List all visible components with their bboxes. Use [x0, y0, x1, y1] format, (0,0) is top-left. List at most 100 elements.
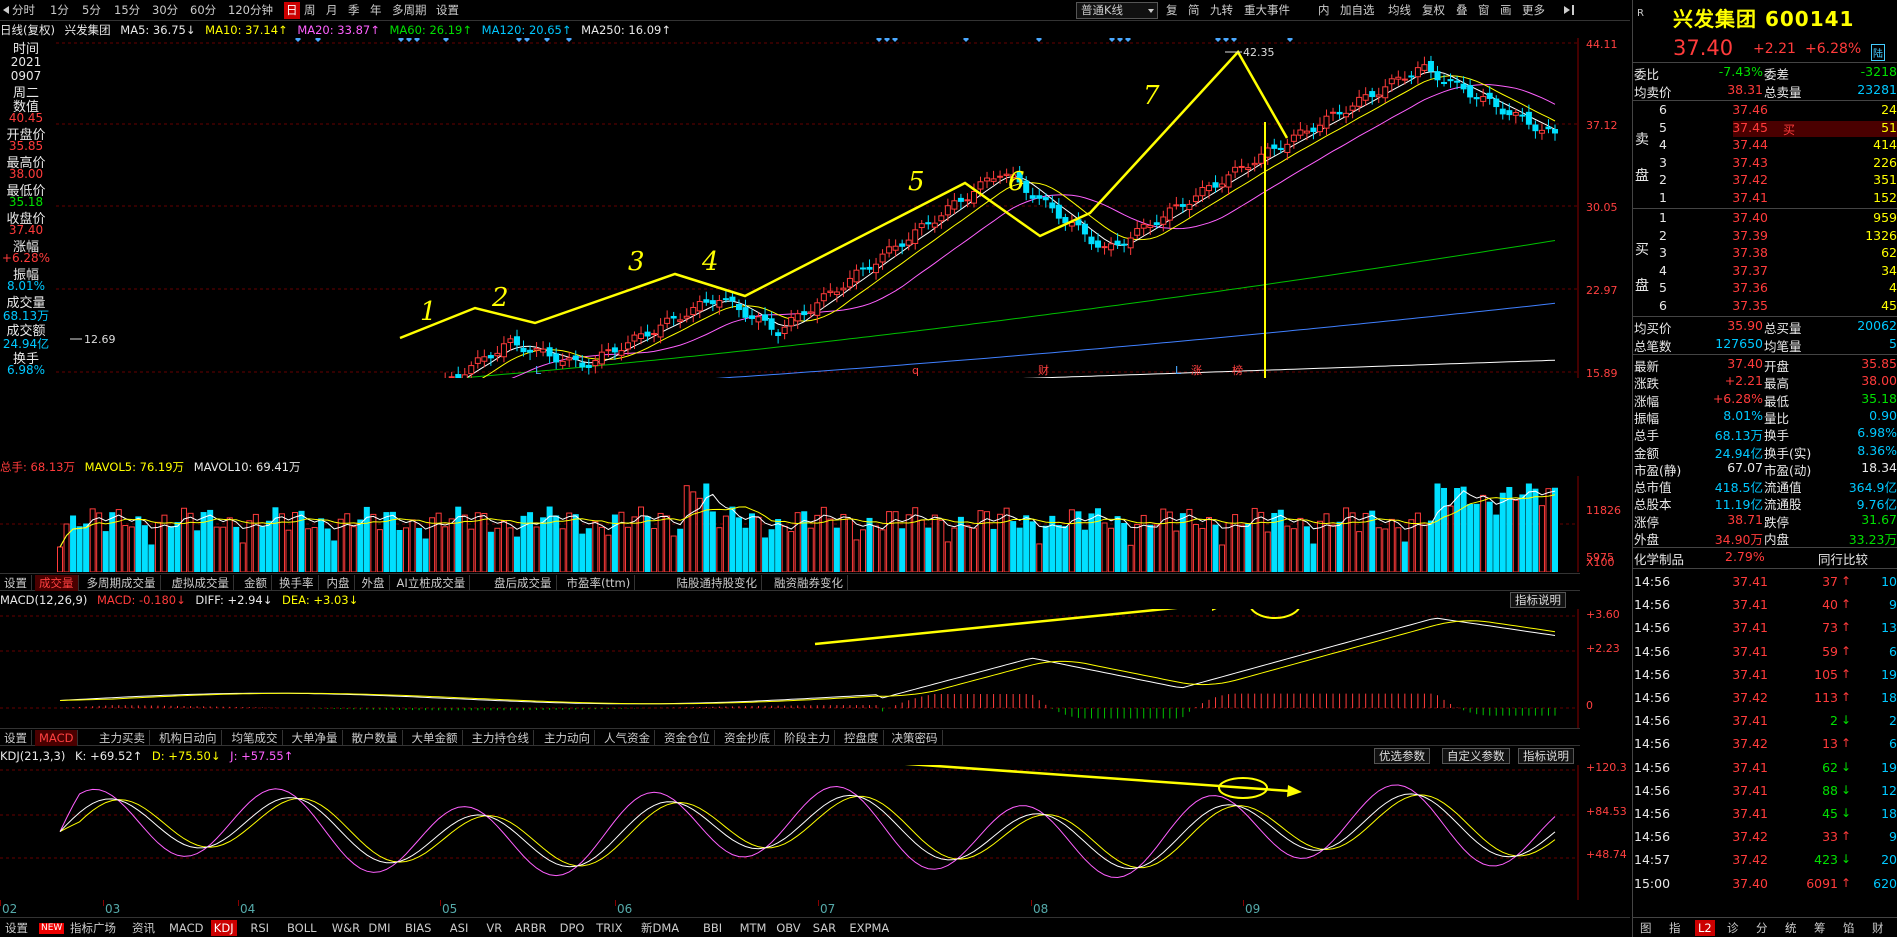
period-tab-6[interactable]: 120分钟: [228, 3, 273, 17]
quote-tab-8[interactable]: 财: [1872, 921, 1884, 935]
bottom-indicator-6[interactable]: RSI: [250, 921, 270, 935]
vol-tab-5[interactable]: 换手率: [275, 575, 319, 591]
quote-tab-2[interactable]: L2: [1695, 920, 1715, 936]
period-tab-8[interactable]: 周: [304, 3, 316, 17]
end-bar-icon[interactable]: [1572, 5, 1574, 15]
vol-tab-3[interactable]: 虚拟成交量: [168, 575, 234, 591]
vol-tab-10[interactable]: 市盈率(ttm): [563, 575, 636, 591]
candlestick-chart[interactable]: 1 23 45 6742.3512.69L q 财 L 涨榜: [0, 38, 1580, 378]
quote-tab-1[interactable]: 指: [1669, 921, 1681, 935]
vol-tab-11[interactable]: 陆股通持股变化: [673, 575, 762, 591]
bottom-indicator-5[interactable]: KDJ: [210, 920, 237, 936]
vol-tab-7[interactable]: 外盘: [358, 575, 390, 591]
period-tab-2[interactable]: 5分: [82, 3, 101, 17]
period-tab-0[interactable]: 分时: [12, 3, 35, 17]
back-arrow-icon[interactable]: [3, 6, 9, 14]
macd-tab-6[interactable]: 散户数量: [348, 730, 403, 746]
bottom-indicator-1[interactable]: NEW: [39, 923, 65, 934]
quote-tab-0[interactable]: 图: [1640, 921, 1652, 935]
toolbar-right-0[interactable]: 复: [1166, 3, 1178, 17]
macd-tab-1[interactable]: MACD: [35, 730, 79, 746]
toolbar-right-2[interactable]: 九转: [1210, 3, 1233, 17]
vol-tab-6[interactable]: 内盘: [323, 575, 355, 591]
period-tab-12[interactable]: 多周期: [392, 3, 427, 17]
kdj-explain-button[interactable]: 指标说明: [1518, 748, 1574, 764]
bottom-indicator-7[interactable]: BOLL: [287, 921, 317, 935]
vol-tab-0[interactable]: 设置: [0, 575, 32, 591]
vol-tab-2[interactable]: 多周期成交量: [83, 575, 161, 591]
period-tab-7[interactable]: 日: [284, 2, 300, 19]
vol-tab-12[interactable]: 融资融券变化: [770, 575, 848, 591]
r-icon[interactable]: R: [1637, 8, 1644, 19]
toolbar-right-4[interactable]: 内: [1318, 3, 1330, 17]
bottom-indicator-9[interactable]: DMI: [368, 921, 391, 935]
kdj-chart[interactable]: [0, 765, 1580, 900]
macd-tab-8[interactable]: 主力持仓线: [468, 730, 534, 746]
toolbar-right-3[interactable]: 重大事件: [1244, 3, 1290, 17]
bottom-indicator-21[interactable]: EXPMA: [849, 921, 890, 935]
bottom-indicator-20[interactable]: SAR: [812, 921, 837, 935]
macd-tab-11[interactable]: 资金仓位: [660, 730, 715, 746]
period-tab-13[interactable]: 设置: [436, 3, 459, 17]
macd-tab-15[interactable]: 决策密码: [888, 730, 943, 746]
macd-tab-3[interactable]: 机构日动向: [155, 730, 222, 746]
custom-params-button[interactable]: 自定义参数: [1442, 748, 1510, 764]
bottom-indicator-10[interactable]: BIAS: [405, 921, 432, 935]
macd-tab-9[interactable]: 主力动向: [540, 730, 595, 746]
period-tab-11[interactable]: 年: [370, 3, 382, 17]
vol-tab-1[interactable]: 成交量: [35, 575, 79, 591]
bottom-indicator-17[interactable]: BBI: [703, 921, 723, 935]
macd-tab-5[interactable]: 大单净量: [288, 730, 343, 746]
toolbar-right-11[interactable]: 更多: [1522, 3, 1545, 17]
bottom-indicator-13[interactable]: ARBR: [514, 921, 547, 935]
macd-tab-13[interactable]: 阶段主力: [780, 730, 835, 746]
period-tab-3[interactable]: 15分: [114, 3, 141, 17]
toolbar-right-1[interactable]: 简: [1188, 3, 1200, 17]
macd-tab-10[interactable]: 人气资金: [600, 730, 655, 746]
toolbar-right-5[interactable]: 加自选: [1340, 3, 1375, 17]
bottom-indicator-12[interactable]: VR: [486, 921, 503, 935]
bottom-indicator-0[interactable]: 设置: [5, 921, 28, 935]
bottom-indicator-8[interactable]: W&R: [331, 921, 361, 935]
period-tab-9[interactable]: 月: [326, 3, 338, 17]
toolbar-right-9[interactable]: 窗: [1478, 3, 1490, 17]
toolbar-right-10[interactable]: 画: [1500, 3, 1512, 17]
period-tab-10[interactable]: 季: [348, 3, 360, 17]
bottom-indicator-19[interactable]: OBV: [776, 921, 801, 935]
bottom-indicator-18[interactable]: MTM: [739, 921, 767, 935]
toolbar-right-6[interactable]: 均线: [1388, 3, 1411, 17]
quote-tab-7[interactable]: 馅: [1843, 921, 1855, 935]
toolbar-right-7[interactable]: 复权: [1422, 3, 1445, 17]
forward-arrow-icon[interactable]: [1564, 6, 1570, 14]
chevron-down-icon[interactable]: [1148, 9, 1154, 13]
macd-tab-12[interactable]: 资金抄底: [720, 730, 775, 746]
period-tab-5[interactable]: 60分: [190, 3, 217, 17]
macd-tab-2[interactable]: 主力买卖: [95, 730, 150, 746]
period-tab-4[interactable]: 30分: [152, 3, 179, 17]
volume-chart[interactable]: [0, 476, 1580, 572]
macd-tab-4[interactable]: 均笔成交: [228, 730, 283, 746]
bottom-indicator-2[interactable]: 指标广场: [70, 921, 116, 935]
vol-tab-8[interactable]: AI立桩成交量: [393, 575, 471, 591]
bottom-indicator-15[interactable]: TRIX: [596, 921, 623, 935]
macd-tab-0[interactable]: 设置: [0, 730, 32, 746]
bottom-indicator-14[interactable]: DPO: [559, 921, 585, 935]
bottom-indicator-11[interactable]: ASI: [449, 921, 469, 935]
vol-tab-4[interactable]: 金额: [240, 575, 272, 591]
kline-type-select[interactable]: 普通K线: [1076, 2, 1158, 19]
toolbar-right-8[interactable]: 叠: [1456, 3, 1468, 17]
bottom-indicator-3[interactable]: 资讯: [132, 921, 155, 935]
vol-tab-9[interactable]: 盘后成交量: [490, 575, 557, 591]
macd-chart[interactable]: [0, 609, 1580, 729]
bottom-indicator-4[interactable]: MACD: [169, 921, 204, 935]
quote-tab-5[interactable]: 统: [1785, 921, 1797, 935]
period-tab-1[interactable]: 1分: [50, 3, 69, 17]
macd-tab-7[interactable]: 大单金额: [408, 730, 463, 746]
quote-tab-6[interactable]: 筹: [1814, 921, 1826, 935]
quote-tab-3[interactable]: 诊: [1727, 921, 1739, 935]
macd-tab-14[interactable]: 控盘度: [840, 730, 884, 746]
macd-explain-button[interactable]: 指标说明: [1510, 592, 1566, 608]
quote-tab-4[interactable]: 分: [1756, 921, 1768, 935]
bottom-indicator-16[interactable]: 新DMA: [641, 921, 680, 935]
optimal-params-button[interactable]: 优选参数: [1374, 748, 1430, 764]
